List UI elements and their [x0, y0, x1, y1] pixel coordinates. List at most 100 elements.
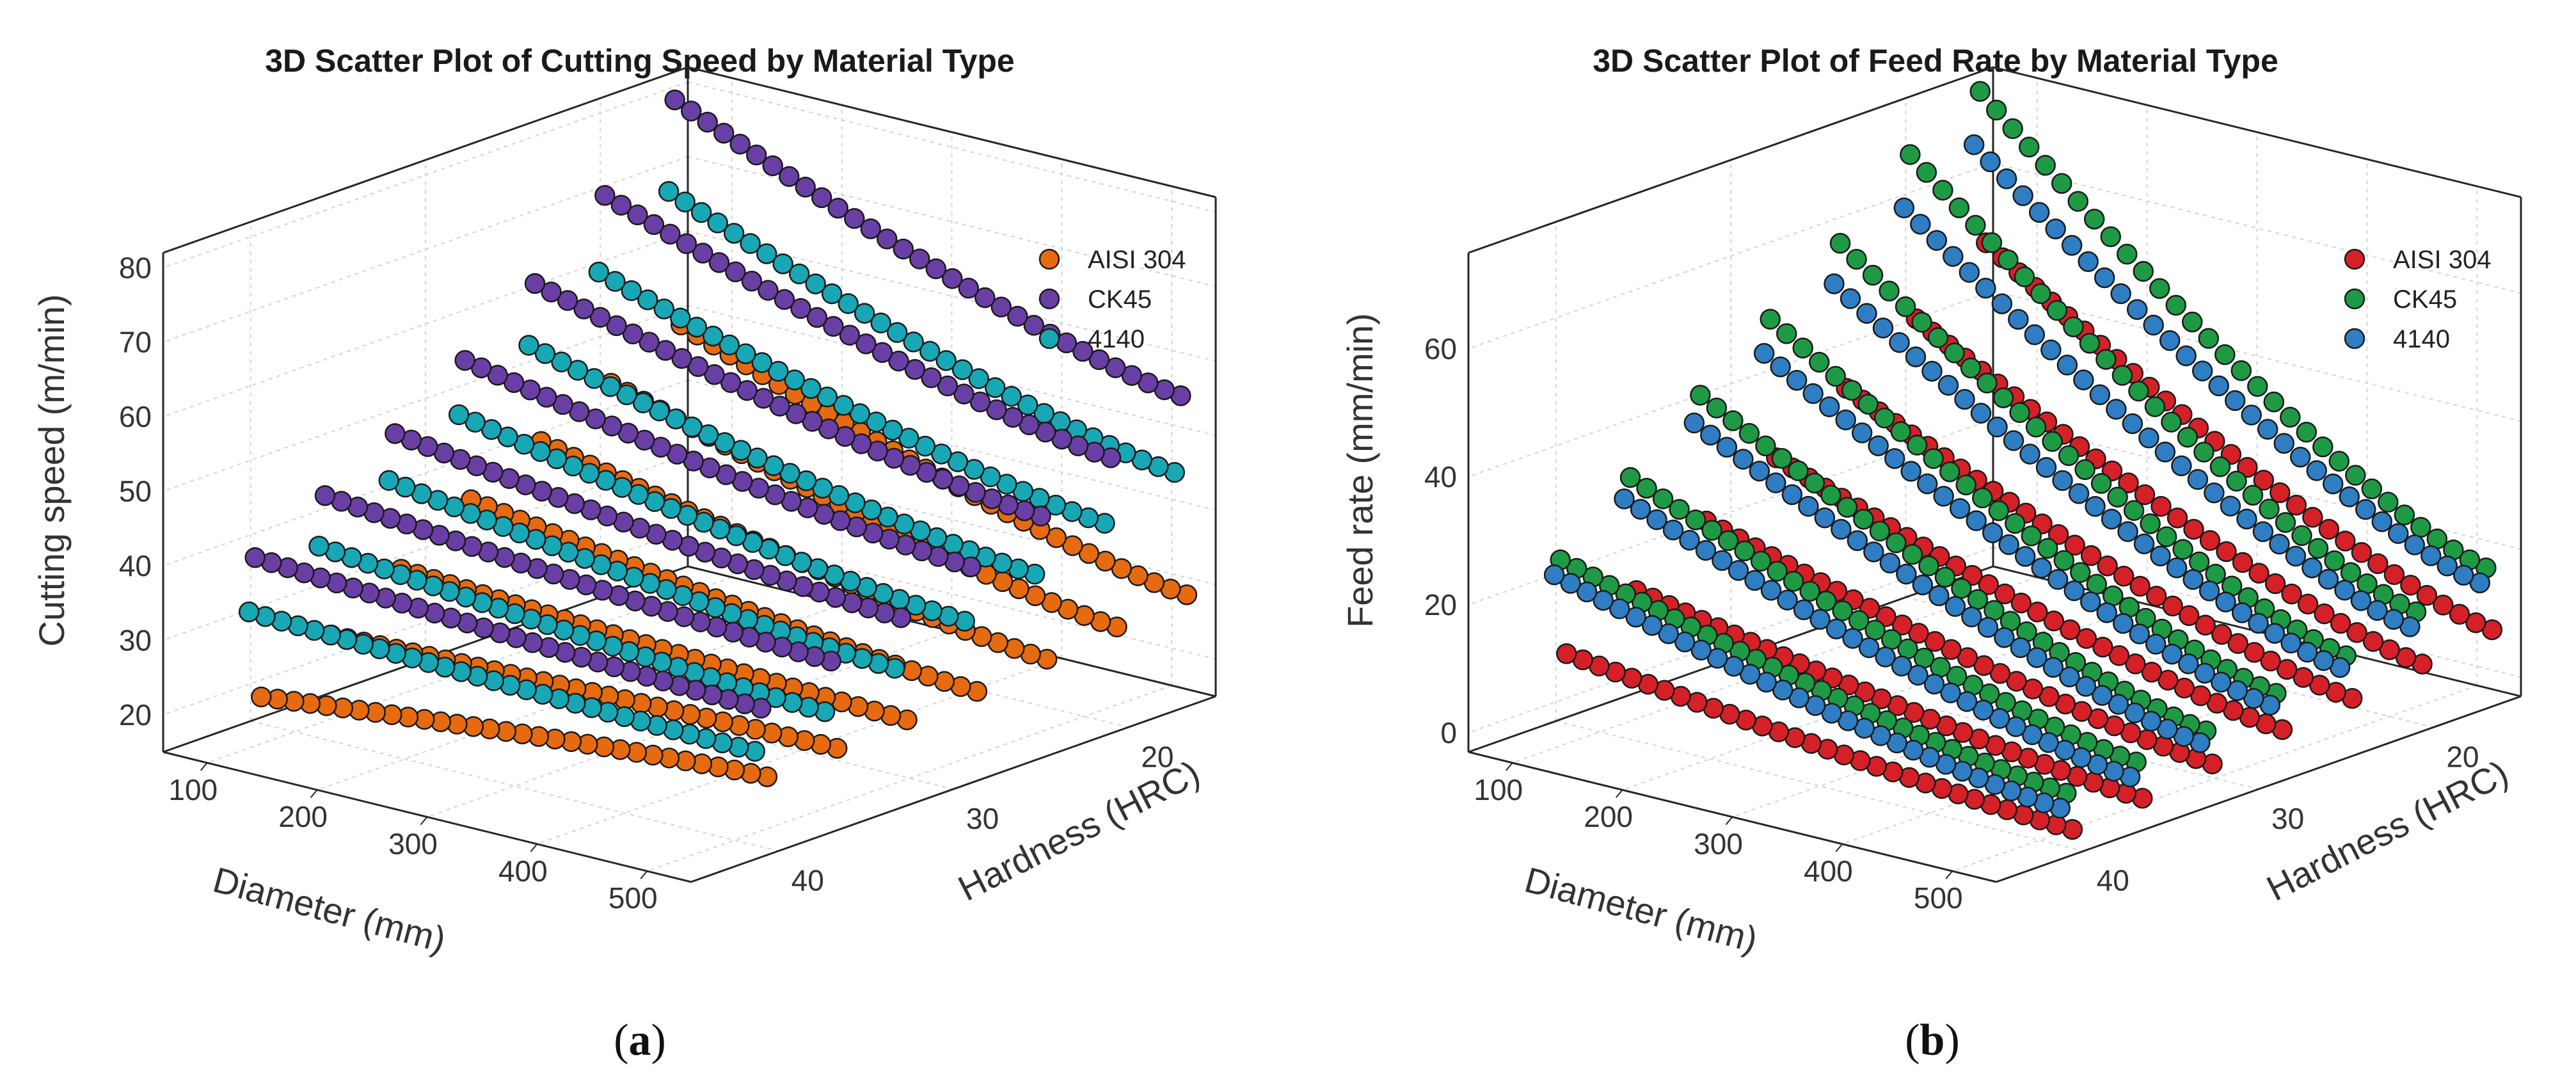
y-tick-label: 40: [2097, 864, 2129, 897]
scatter-point: [2259, 499, 2278, 518]
scatter-point: [1701, 426, 1720, 445]
scatter-point: [2085, 209, 2104, 228]
scatter-point: [1961, 358, 1980, 378]
scatter-point: [1983, 523, 2002, 542]
scatter-point: [2264, 392, 2284, 412]
scatter-point: [2276, 513, 2295, 532]
scatter-point: [1772, 449, 1792, 468]
scatter-point: [1614, 490, 1634, 509]
scatter-point: [2127, 300, 2147, 319]
scatter-point: [2150, 279, 2169, 298]
scatter-point: [2139, 428, 2158, 447]
scatter-point: [2307, 461, 2326, 480]
scatter-point: [2373, 512, 2392, 531]
scatter-point: [2031, 284, 2050, 303]
scatter-point: [1971, 82, 1990, 101]
scatter-point: [2297, 422, 2316, 442]
scatter-point: [1912, 312, 1932, 332]
y-tick-label: 40: [791, 864, 824, 897]
scatter-point: [1967, 511, 1986, 531]
scatter-point: [2309, 539, 2328, 558]
z-tick-label: 60: [1424, 332, 1457, 365]
scatter-point: [1831, 234, 1850, 253]
legend-marker: [2345, 250, 2364, 269]
scatter-point: [2144, 316, 2163, 335]
scatter-point: [1707, 399, 1726, 418]
z-tick-label: 60: [119, 400, 152, 433]
scatter-point: [2087, 575, 2106, 594]
scatter-point: [1880, 282, 1899, 301]
scatter-point: [2291, 447, 2310, 467]
x-tick-label: 400: [1804, 854, 1853, 888]
scatter-point: [2058, 355, 2077, 374]
scatter-point: [2036, 156, 2055, 175]
scatter-point: [2287, 495, 2306, 515]
scatter-point: [1864, 542, 1883, 561]
scatter-point: [2123, 414, 2142, 433]
scatter-point: [2167, 296, 2186, 315]
scatter-point: [1863, 266, 1882, 285]
scatter-point: [2156, 442, 2175, 461]
z-tick-label: 40: [1424, 460, 1457, 493]
scatter-point: [2232, 604, 2252, 623]
scatter-point: [665, 90, 685, 109]
scatter-point: [2237, 509, 2256, 529]
scatter-point: [2117, 244, 2136, 264]
scatter-point: [1913, 575, 1932, 595]
scatter-point: [2303, 508, 2322, 527]
scatter-point: [1815, 508, 1834, 527]
scatter-point: [1826, 367, 1845, 386]
scatter-point: [1982, 233, 2001, 252]
scatter-point: [747, 145, 766, 164]
scatter-point: [1886, 533, 1905, 552]
scatter-point: [1859, 395, 1878, 414]
caption-letter: a: [629, 1016, 651, 1065]
scatter-point: [2204, 483, 2223, 502]
scatter-point: [1820, 397, 1839, 417]
legend-label: CK45: [1088, 285, 1152, 314]
z-axis-label: Cutting speed (m/min): [31, 294, 72, 647]
legend-marker: [2345, 289, 2364, 308]
scatter-point: [2037, 458, 2056, 477]
z-tick-labels: 20304050607080: [119, 251, 152, 732]
scatter-point: [2019, 138, 2039, 157]
scatter-point: [2286, 547, 2305, 566]
scatter-point: [2389, 524, 2408, 543]
scatter-point: [1799, 497, 1818, 516]
scatter-point: [2292, 526, 2311, 545]
scatter-point: [2038, 539, 2057, 558]
legend-label: AISI 304: [2393, 246, 2491, 274]
scatter-point: [449, 405, 468, 424]
scatter-point: [1824, 275, 1843, 294]
scatter-point: [2059, 446, 2078, 465]
scatter-point: [1787, 371, 1806, 390]
scatter-point: [1848, 531, 1867, 550]
scatter-point: [2233, 553, 2252, 572]
scatter-point: [1981, 152, 2000, 172]
scatter-point: [1842, 381, 1861, 400]
scatter-point: [2199, 329, 2218, 348]
scatter-point: [2221, 497, 2240, 516]
scatter-point: [525, 274, 545, 293]
scatter-point: [2168, 508, 2187, 527]
scatter-point: [1911, 214, 1930, 234]
scatter-point: [2134, 262, 2153, 281]
caption-letter: b: [1920, 1016, 1945, 1065]
scatter-point: [1924, 449, 1943, 468]
scatter-point: [251, 687, 271, 707]
scatter-point: [2190, 552, 2209, 572]
scatter-point: [2319, 570, 2338, 589]
scatter-point: [2055, 551, 2074, 570]
scatter-point: [1973, 488, 1992, 508]
scatter-point: [1917, 163, 1936, 182]
scatter-point: [1928, 328, 1948, 348]
scatter-point: [1733, 449, 1753, 468]
scatter-point: [1836, 410, 1856, 429]
scatter-point: [1992, 294, 2012, 314]
scatter-point: [2161, 412, 2181, 431]
scatter-point: [309, 536, 328, 556]
scatter-point: [2188, 470, 2207, 489]
scatter-point: [1857, 304, 1876, 323]
y-tick-label: 30: [966, 802, 999, 835]
scatter-point: [2330, 452, 2349, 471]
